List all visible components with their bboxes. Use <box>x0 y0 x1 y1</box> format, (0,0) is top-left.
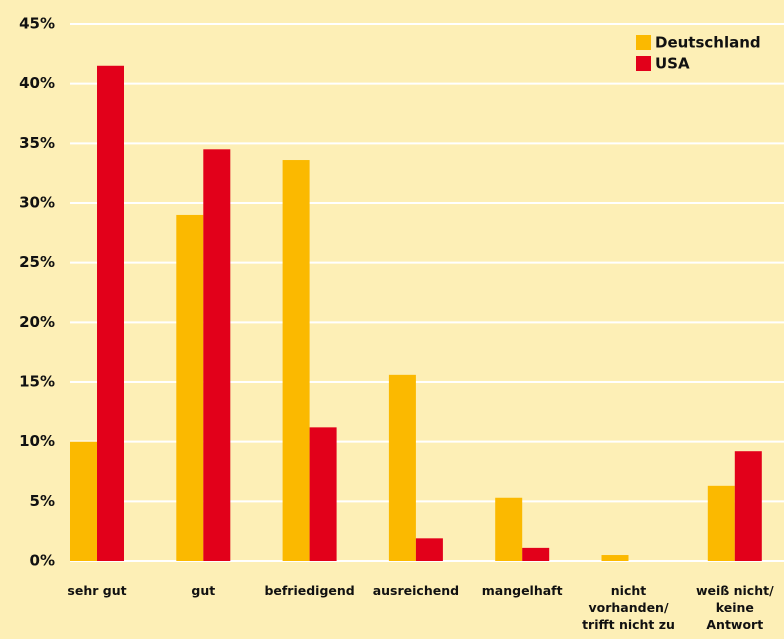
bar <box>522 547 550 561</box>
bar <box>734 451 762 561</box>
bar <box>70 441 97 561</box>
bar <box>707 485 735 561</box>
y-tick-label: 45% <box>19 15 55 33</box>
x-tick-label: weiß nicht/ keine Antwort <box>695 583 774 632</box>
x-tick-label: nicht vorhanden/ trifft nicht zu <box>582 583 675 632</box>
bar <box>415 538 443 561</box>
bar <box>495 497 523 561</box>
bar <box>309 427 337 561</box>
bar <box>601 555 629 561</box>
bar <box>388 374 416 561</box>
bar <box>176 214 204 561</box>
y-tick-label: 40% <box>19 74 55 92</box>
bar <box>97 65 124 562</box>
legend-swatch <box>636 35 651 50</box>
legend-label: USA <box>655 55 690 73</box>
legend-swatch <box>636 56 651 71</box>
x-tick-label: mangelhaft <box>481 583 563 598</box>
y-tick-label: 10% <box>19 432 55 450</box>
x-tick-label: sehr gut <box>67 583 127 598</box>
bar <box>203 149 231 562</box>
x-tick-label: ausreichend <box>372 583 460 598</box>
y-tick-label: 35% <box>19 134 55 152</box>
y-tick-label: 25% <box>19 253 55 271</box>
y-tick-label: 20% <box>19 313 55 331</box>
y-tick-label: 5% <box>30 492 55 510</box>
y-tick-label: 0% <box>30 552 55 570</box>
bar <box>282 160 310 562</box>
legend-label: Deutschland <box>655 34 761 52</box>
y-tick-label: 30% <box>19 194 55 212</box>
x-tick-label: gut <box>191 583 216 598</box>
y-tick-label: 15% <box>19 373 55 391</box>
x-tick-label: befriedigend <box>264 583 355 598</box>
